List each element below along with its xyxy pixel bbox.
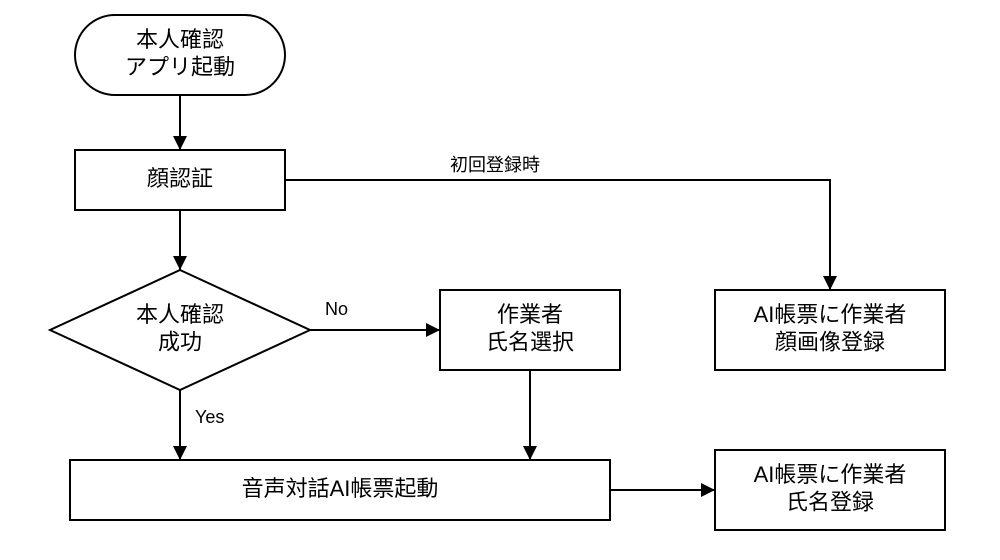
node-face_register: AI帳票に作業者顔画像登録 bbox=[715, 290, 945, 370]
node-name_select-label-1: 氏名選択 bbox=[486, 330, 574, 355]
node-start-label-0: 本人確認 bbox=[136, 27, 224, 52]
node-face_auth-label-0: 顔認証 bbox=[147, 166, 213, 191]
node-name_register-label-1: 氏名登録 bbox=[786, 490, 874, 515]
edge-e4_no-label: No bbox=[325, 299, 348, 319]
node-name_select-label-0: 作業者 bbox=[497, 302, 563, 327]
node-name_select: 作業者氏名選択 bbox=[440, 290, 620, 370]
node-face_auth: 顔認証 bbox=[75, 150, 285, 210]
node-start: 本人確認アプリ起動 bbox=[75, 15, 285, 95]
edge-e5_yes-label: Yes bbox=[195, 407, 224, 427]
node-voice_launch: 音声対話AI帳票起動 bbox=[70, 460, 610, 520]
node-face_register-label-1: 顔画像登録 bbox=[775, 330, 885, 355]
edge-e3_first_reg: 初回登録時 bbox=[285, 155, 830, 290]
node-name_register-label-0: AI帳票に作業者 bbox=[754, 462, 907, 487]
node-decision-label-1: 成功 bbox=[158, 330, 202, 355]
flowchart-canvas: 初回登録時NoYes本人確認アプリ起動顔認証本人確認成功作業者氏名選択AI帳票に… bbox=[0, 0, 1000, 560]
node-face_register-label-0: AI帳票に作業者 bbox=[754, 302, 907, 327]
edge-e5_yes: Yes bbox=[180, 390, 224, 460]
node-voice_launch-label-0: 音声対話AI帳票起動 bbox=[242, 476, 439, 501]
edge-e4_no: No bbox=[310, 299, 440, 330]
node-decision: 本人確認成功 bbox=[50, 270, 310, 390]
edge-e3_first_reg-label: 初回登録時 bbox=[450, 155, 540, 175]
node-start-label-1: アプリ起動 bbox=[125, 55, 235, 80]
node-decision-label-0: 本人確認 bbox=[136, 302, 224, 327]
node-name_register: AI帳票に作業者氏名登録 bbox=[715, 450, 945, 530]
